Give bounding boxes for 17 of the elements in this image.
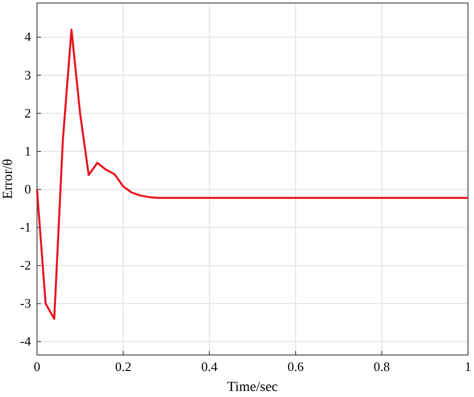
y-tick-label: 1 [24, 143, 31, 158]
x-tick-label: 0.6 [287, 359, 304, 374]
y-tick-label: 0 [24, 181, 31, 196]
y-tick-label: 4 [24, 29, 32, 44]
y-tick-label: -2 [20, 258, 31, 273]
y-tick-label: 2 [24, 105, 31, 120]
x-tick-label: 0.2 [115, 359, 132, 374]
line-series [36, 28, 469, 320]
y-tick-label: -4 [20, 334, 32, 349]
y-tick-label: -1 [20, 220, 31, 235]
x-tick-label: 1 [464, 359, 472, 374]
x-tick-label: 0.4 [201, 359, 218, 374]
x-axis-title: Time/sec [227, 380, 278, 395]
y-tick-label: -3 [20, 296, 31, 311]
y-axis-title: Error/θ [1, 158, 16, 200]
y-tick-label: 3 [24, 67, 31, 82]
x-tick-label: 0.8 [374, 359, 390, 374]
